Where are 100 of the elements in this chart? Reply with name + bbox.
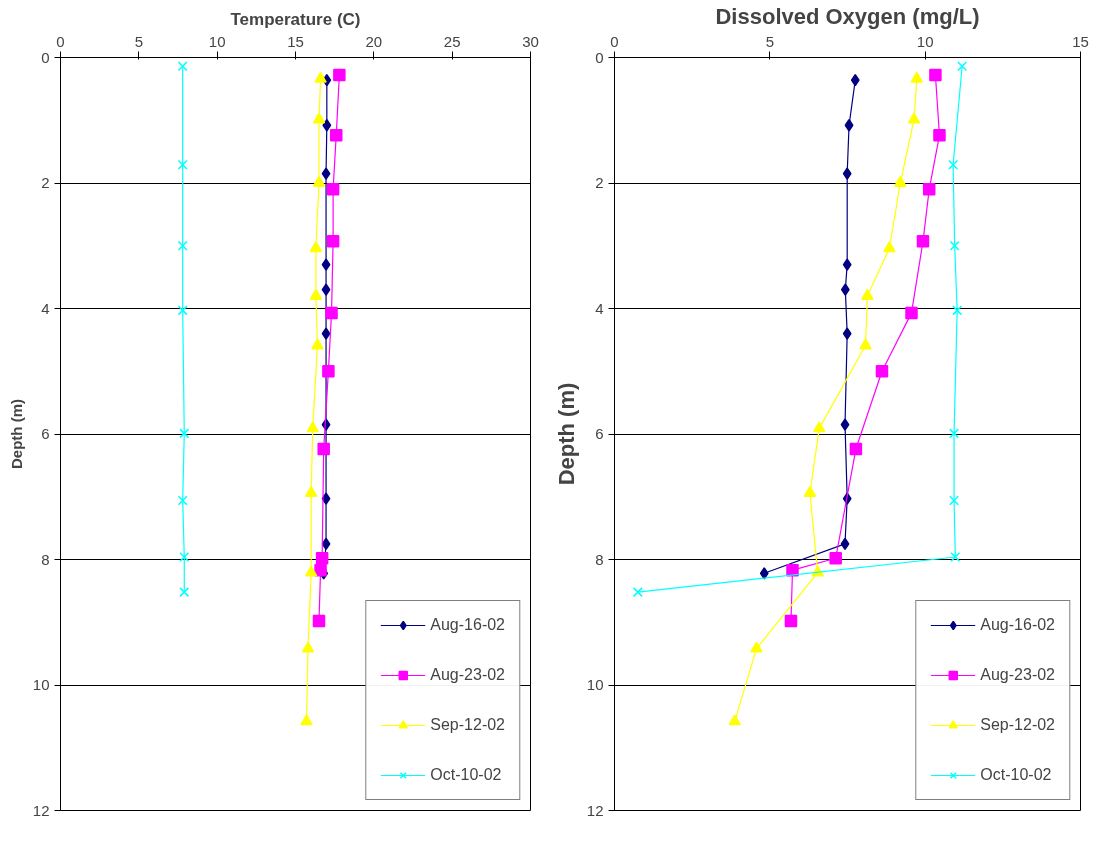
y-tick-label: 0 <box>595 48 604 66</box>
x-tick-label: 5 <box>134 32 144 50</box>
x-tick-label: 15 <box>287 32 304 50</box>
point <box>311 338 324 350</box>
x-tick-label: 0 <box>610 32 619 50</box>
point <box>321 258 331 271</box>
point <box>922 183 936 196</box>
legend-label: Aug-16-02 <box>430 616 505 634</box>
point <box>315 551 329 565</box>
point <box>177 61 188 72</box>
point <box>177 240 188 251</box>
point <box>300 714 313 726</box>
point <box>883 241 896 253</box>
point <box>952 305 963 316</box>
y-tick-label: 0 <box>41 48 50 66</box>
x-tick-label: 25 <box>443 32 461 50</box>
y-tick-label: 12 <box>32 801 50 819</box>
point <box>859 338 872 350</box>
x-tick-label: 30 <box>522 32 539 50</box>
point <box>179 587 190 598</box>
legend-label: Oct-10-02 <box>430 766 502 784</box>
y-tick-label: 8 <box>595 550 604 568</box>
x-tick-label: 15 <box>1072 32 1089 50</box>
point <box>803 485 817 497</box>
point <box>750 641 763 653</box>
y-axis-title: Depth (m) <box>553 382 579 486</box>
point <box>301 641 315 653</box>
point <box>632 587 643 598</box>
point <box>325 306 338 320</box>
y-tick-label: 10 <box>32 676 50 693</box>
point <box>840 283 850 296</box>
point <box>850 73 860 87</box>
y-tick-label: 4 <box>595 299 604 317</box>
y-tick-label: 2 <box>41 174 50 191</box>
y-axis-title: Depth (m) <box>7 399 25 469</box>
point <box>312 614 326 628</box>
point <box>333 68 346 82</box>
x-axis-title: Temperature (C) <box>230 9 361 29</box>
point <box>728 714 741 726</box>
x-tick-label: 20 <box>365 32 383 50</box>
point <box>910 71 924 83</box>
point <box>322 365 335 378</box>
point <box>326 183 340 196</box>
y-tick-label: 12 <box>586 801 604 819</box>
point <box>829 551 842 565</box>
legend-label: Aug-23-02 <box>980 666 1055 684</box>
legend-label: Aug-23-02 <box>430 666 505 684</box>
point <box>948 159 959 170</box>
point <box>905 306 918 320</box>
point <box>309 288 323 300</box>
y-tick-label: 8 <box>41 550 50 568</box>
point <box>842 327 852 340</box>
point <box>179 428 190 439</box>
point <box>177 495 188 506</box>
legend-label: Oct-10-02 <box>980 766 1052 784</box>
point <box>322 119 332 132</box>
y-tick-label: 6 <box>595 425 604 442</box>
point <box>949 428 960 439</box>
point <box>312 112 326 124</box>
y-tick-label: 2 <box>595 174 604 191</box>
point <box>784 614 798 628</box>
x-tick-label: 5 <box>765 32 775 50</box>
point <box>957 61 968 72</box>
point <box>842 258 852 271</box>
point <box>894 175 907 187</box>
point <box>179 552 190 562</box>
y-tick-label: 6 <box>41 425 50 442</box>
x-tick-label: 10 <box>208 32 226 50</box>
point <box>949 240 960 251</box>
point <box>840 418 850 431</box>
legend-label: Sep-12-02 <box>430 716 505 734</box>
point <box>309 241 323 253</box>
point <box>812 421 826 433</box>
point <box>949 495 960 506</box>
point <box>861 288 874 300</box>
point <box>933 129 946 142</box>
point <box>840 537 850 551</box>
point <box>321 167 331 180</box>
point <box>177 305 188 316</box>
point <box>317 442 330 456</box>
point <box>314 71 327 83</box>
point <box>326 235 340 248</box>
point <box>759 567 769 580</box>
legend-label: Sep-12-02 <box>980 716 1055 734</box>
point <box>321 537 331 551</box>
point <box>329 129 343 142</box>
point <box>849 442 863 456</box>
point <box>916 235 930 248</box>
x-axis-title: Dissolved Oxygen (mg/L) <box>715 3 980 29</box>
point <box>314 563 327 577</box>
point <box>907 112 921 124</box>
x-tick-label: 0 <box>56 32 65 50</box>
point <box>312 175 326 187</box>
point <box>304 485 318 497</box>
point <box>321 327 331 340</box>
point <box>306 421 319 433</box>
legend-label: Aug-16-02 <box>980 616 1055 634</box>
point <box>321 283 331 296</box>
x-tick-label: 10 <box>916 32 934 50</box>
y-tick-label: 4 <box>41 299 50 317</box>
